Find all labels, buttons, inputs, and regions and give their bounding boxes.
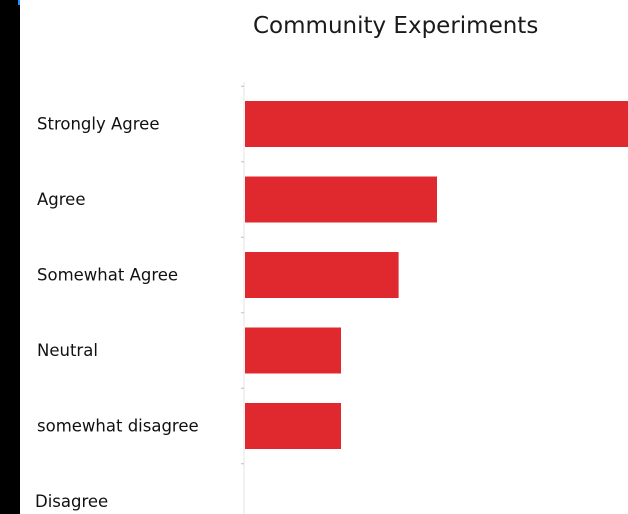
bar-somewhat-disagree — [245, 403, 341, 449]
bar-somewhat-agree — [245, 252, 399, 298]
category-label: Disagree — [35, 492, 108, 511]
bar-agree — [245, 176, 437, 223]
category-label: Agree — [37, 190, 86, 209]
category-label: somewhat disagree — [37, 417, 199, 436]
bar-neutral — [245, 327, 341, 374]
bar-strongly-agree — [245, 101, 628, 147]
chart-title: Community Experiments — [253, 13, 539, 39]
category-label: Neutral — [37, 341, 98, 360]
category-label: Strongly Agree — [37, 115, 159, 134]
category-label: Somewhat Agree — [37, 266, 178, 285]
